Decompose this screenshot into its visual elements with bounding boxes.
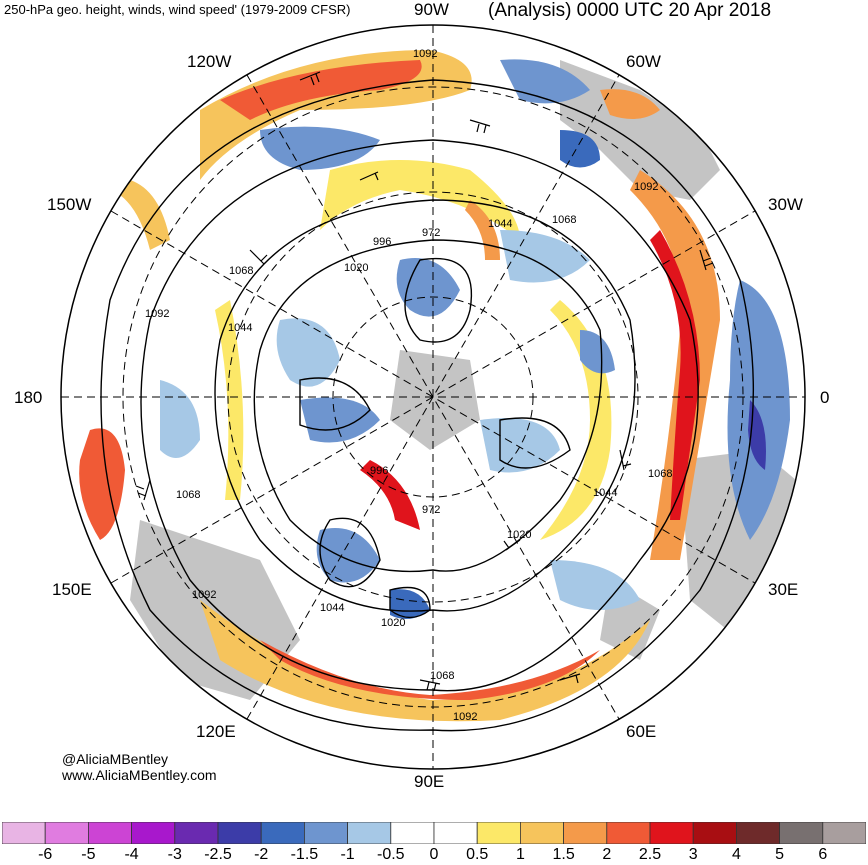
lon-label-90w: 90W: [414, 0, 449, 19]
colorbar-swatch: [476, 822, 521, 844]
contour-label: 1020: [381, 617, 405, 629]
colorbar-swatch: [822, 822, 866, 844]
contour-label: 1092: [634, 181, 658, 193]
lon-label-60e: 60E: [626, 722, 657, 741]
colorbar-tick-label: -2.5: [204, 846, 232, 863]
colorbar-tick-label: -3: [167, 846, 182, 863]
colorbar-tick-label: 2: [602, 846, 612, 863]
lon-label-150e: 150E: [52, 580, 92, 599]
contour-label: 1044: [320, 602, 344, 614]
colorbar-swatch: [44, 822, 89, 844]
negative-anomalies: [160, 59, 790, 619]
colorbar-tick-label: 6: [818, 846, 828, 863]
contour-label: 972: [422, 227, 440, 239]
contour-label: 972: [422, 504, 440, 516]
contour-labels: 1092 1092 1092 1092 1092 1068 1068 1068 …: [145, 48, 672, 723]
colorbar-swatch: [520, 822, 565, 844]
contour-label: 1092: [453, 711, 477, 723]
map-boundary: [60, 24, 806, 770]
colorbar-tick-label: 1: [515, 846, 525, 863]
lon-label-0: 0: [820, 388, 830, 407]
graticule: [61, 25, 805, 769]
lon-label-90e: 90E: [414, 772, 445, 791]
colorbar-swatch: [2, 822, 46, 844]
lon-label-150w: 150W: [47, 195, 92, 214]
colorbar-tick-label: 0: [429, 846, 439, 863]
colorbar-swatch: [260, 822, 305, 844]
colorbar-tick-label: -2: [254, 846, 269, 863]
contour-label: 1068: [552, 214, 576, 226]
lon-label-60w: 60W: [626, 52, 661, 71]
colorbar-tick-label: 3: [688, 846, 698, 863]
credit-block: @AliciaMBentley www.AliciaMBentley.com: [62, 751, 217, 783]
contour-label: 1044: [593, 487, 617, 499]
contour-label: 1092: [192, 589, 216, 601]
polar-map: 1092 1092 1092 1092 1092 1068 1068 1068 …: [60, 24, 806, 770]
colorbar-tick-label: 2.5: [638, 846, 662, 863]
contour-label: 1068: [430, 670, 454, 682]
colorbar-tick-label: 0.5: [466, 846, 489, 863]
colorbar-swatch: [563, 822, 608, 844]
lon-label-30w: 30W: [768, 195, 803, 214]
colorbar-swatch: [174, 822, 219, 844]
contour-label: 996: [373, 236, 391, 248]
wind-barbs: [135, 71, 714, 692]
colorbar-tick-label: -0.5: [377, 846, 405, 863]
map-subtitle: 250-hPa geo. height, winds, wind speed' …: [4, 2, 351, 17]
contour-label: 1044: [488, 218, 512, 230]
colorbar-swatch: [779, 822, 824, 844]
lon-label-30e: 30E: [768, 580, 799, 599]
colorbar-swatch: [606, 822, 651, 844]
colorbar-swatch: [217, 822, 262, 844]
colorbar-swatch: [692, 822, 737, 844]
colorbar-tick-label: 1.5: [552, 846, 575, 863]
contour-label: 1068: [176, 489, 200, 501]
lon-label-120e: 120E: [196, 722, 236, 741]
colorbar: [2, 822, 866, 844]
contour-label: 1020: [507, 529, 531, 541]
colorbar-swatch: [131, 822, 176, 844]
colorbar-swatch: [347, 822, 392, 844]
colorbar-tick-label: 4: [731, 846, 741, 863]
colorbar-swatch: [433, 822, 478, 844]
contour-label: 1068: [229, 265, 253, 277]
colorbar-swatch: [736, 822, 781, 844]
credit-website: www.AliciaMBentley.com: [62, 767, 217, 783]
colorbar-tick-label: -4: [124, 846, 139, 863]
contour-label: 996: [370, 465, 388, 477]
contour-label: 1092: [413, 48, 437, 60]
colorbar-tick-label: -1: [340, 846, 355, 863]
colorbar-tick-label: -1.5: [290, 846, 319, 863]
colorbar-tick-label: 5: [775, 846, 785, 863]
contour-label: 1092: [145, 308, 169, 320]
credit-handle: @AliciaMBentley: [62, 751, 169, 767]
wind-speed-anomaly-field: [61, 25, 805, 769]
map-title: (Analysis) 0000 UTC 20 Apr 2018: [488, 0, 772, 21]
contour-label: 1020: [344, 262, 368, 274]
lon-label-180: 180: [14, 388, 43, 407]
colorbar-swatch: [88, 822, 133, 844]
lon-label-120w: 120W: [187, 52, 232, 71]
colorbar-swatch: [303, 822, 348, 844]
contour-label: 1044: [228, 322, 252, 334]
colorbar-swatch: [649, 822, 694, 844]
colorbar-tick-label: -5: [81, 846, 96, 863]
colorbar-swatch: [390, 822, 435, 844]
colorbar-tick-label: -6: [38, 846, 53, 863]
contour-label: 1068: [648, 468, 672, 480]
